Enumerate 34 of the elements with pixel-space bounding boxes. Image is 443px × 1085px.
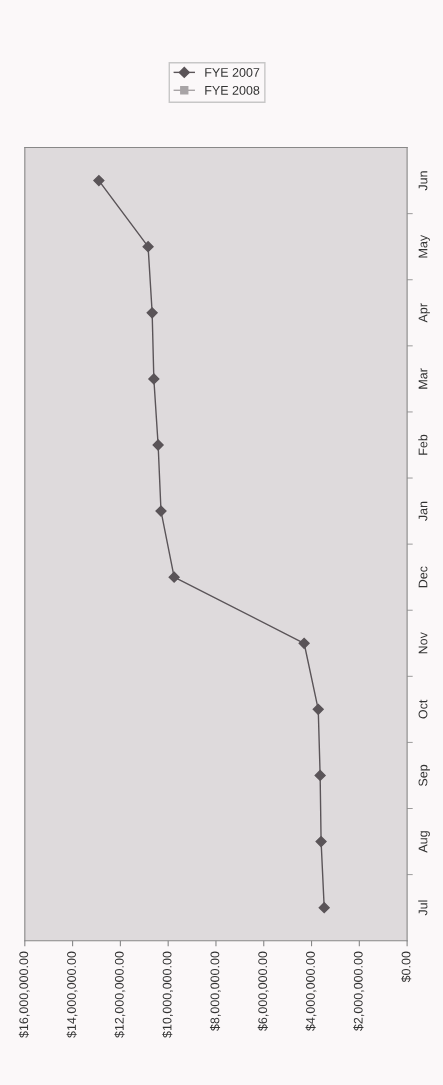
y-tick-label: Jun <box>418 171 428 191</box>
y-tick-label: Dec <box>418 566 428 588</box>
point <box>152 439 164 451</box>
y-tick-label: Mar <box>418 368 428 389</box>
x-tick-label: $8,000,000.00 <box>209 951 221 1031</box>
point <box>93 175 105 187</box>
x-tick-label: $0.00 <box>401 951 412 983</box>
x-tick-label: $6,000,000.00 <box>257 951 269 1031</box>
y-tick-label: Oct <box>418 699 428 719</box>
x-tick-label: $12,000,000.00 <box>114 951 126 1038</box>
point <box>146 307 158 319</box>
point <box>312 703 324 715</box>
point <box>314 769 326 782</box>
y-tick-label: Feb <box>418 434 428 455</box>
point <box>168 571 180 583</box>
x-tick-label: $16,000,000.00 <box>18 951 30 1038</box>
x-tick-label: $14,000,000.00 <box>66 951 78 1038</box>
x-tick-label: $10,000,000.00 <box>162 951 174 1038</box>
legend-label: FYE 2008 <box>205 85 260 95</box>
y-tick-label: Apr <box>418 303 430 323</box>
x-tick-label: $2,000,000.00 <box>353 951 365 1031</box>
y-tick-label: Nov <box>418 632 428 654</box>
x-tick-label: $4,000,000.00 <box>305 951 317 1031</box>
point <box>298 637 310 649</box>
y-tick-label: Aug <box>418 831 430 853</box>
y-tick-label: May <box>418 234 430 258</box>
legend-label: FYE 2007 <box>205 68 260 77</box>
point <box>148 373 160 385</box>
point <box>315 835 327 848</box>
y-tick-label: Jul <box>418 900 428 916</box>
point <box>318 902 330 914</box>
y-tick-label: Sep <box>418 764 430 787</box>
y-tick-label: Jan <box>418 501 428 521</box>
point <box>142 241 154 253</box>
